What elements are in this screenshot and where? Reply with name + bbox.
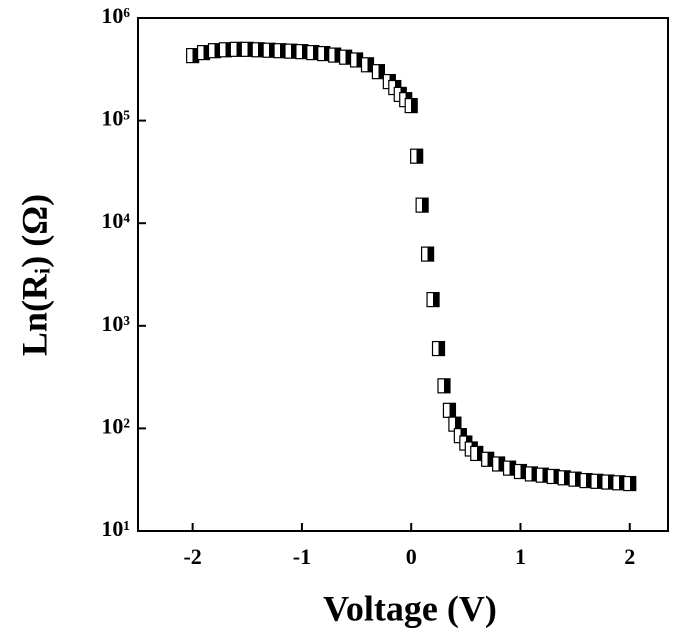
marker <box>612 475 626 491</box>
marker <box>196 45 211 61</box>
marker <box>371 64 386 80</box>
marker <box>535 467 549 483</box>
marker <box>186 48 200 64</box>
y-axis-title: Ln(Rᵢ) (Ω) <box>14 194 54 356</box>
marker <box>410 148 424 164</box>
marker <box>568 471 582 487</box>
marker <box>229 41 243 57</box>
marker <box>218 42 233 58</box>
x-tick-label: -1 <box>293 544 311 569</box>
marker <box>262 42 276 58</box>
x-tick-label: 2 <box>624 544 635 569</box>
y-tick-label: 10⁵ <box>101 106 130 131</box>
marker <box>481 451 495 467</box>
marker <box>404 98 418 114</box>
marker <box>317 45 331 62</box>
marker <box>360 57 375 73</box>
marker <box>339 49 353 65</box>
x-tick-label: 0 <box>406 544 417 569</box>
marker <box>431 340 446 357</box>
marker <box>240 41 254 57</box>
marker <box>415 197 429 213</box>
marker <box>557 470 571 486</box>
marker <box>207 43 222 59</box>
x-axis-title: Voltage (V) <box>323 588 497 628</box>
y-tick-label: 10³ <box>101 311 130 336</box>
plot-frame <box>137 17 669 532</box>
marker <box>590 473 604 489</box>
marker <box>420 246 435 262</box>
marker <box>349 52 364 68</box>
x-tick-label: 1 <box>515 544 526 569</box>
marker <box>251 42 265 58</box>
marker <box>470 445 484 462</box>
marker <box>328 47 342 63</box>
marker <box>524 466 539 482</box>
y-tick-label: 10² <box>101 413 130 438</box>
y-tick-label: 10⁶ <box>101 3 130 28</box>
marker <box>426 292 440 308</box>
marker <box>623 475 637 492</box>
y-tick-label: 10⁴ <box>101 208 130 233</box>
marker <box>273 43 287 59</box>
y-tick-label: 10¹ <box>101 516 130 541</box>
marker <box>546 468 560 485</box>
marker <box>306 45 320 61</box>
marker <box>579 472 593 489</box>
marker <box>492 456 506 472</box>
marker <box>284 43 298 59</box>
marker <box>442 402 457 418</box>
marker <box>295 44 309 60</box>
marker <box>502 460 517 476</box>
marker <box>601 474 615 490</box>
x-tick-label: -2 <box>183 544 201 569</box>
marker <box>437 378 451 394</box>
marker <box>513 463 528 480</box>
